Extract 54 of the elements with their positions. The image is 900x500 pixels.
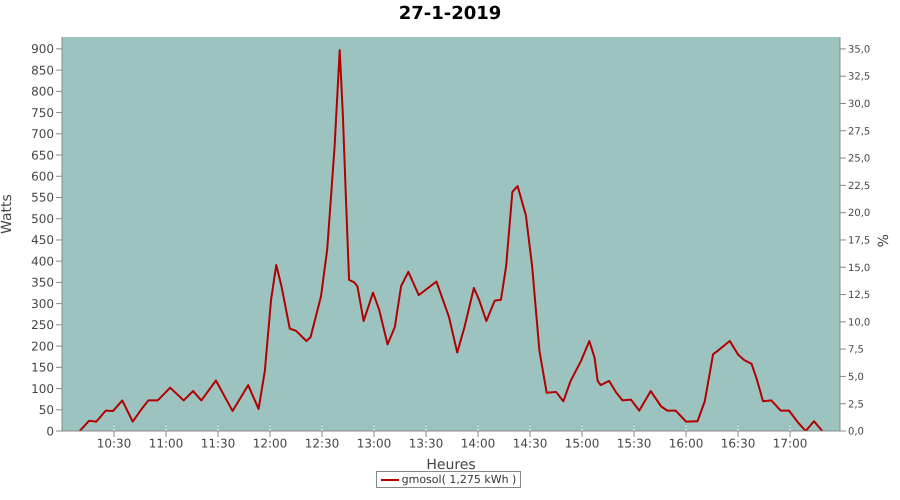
x-tick-label: 12:30 (304, 436, 340, 451)
x-tick-label: 10:30 (96, 436, 132, 451)
y-tick-label: 450 (31, 233, 54, 248)
x-tick-label: 16:00 (668, 436, 704, 451)
y2-tick-label: 17,5 (848, 236, 870, 246)
y2-tick-label: 27,5 (848, 126, 870, 138)
y2-tick-label: 12,5 (848, 290, 870, 302)
y-tick-label: 350 (31, 276, 54, 290)
y2-tick-label: 20,0 (848, 208, 870, 220)
y-tick-label: 800 (31, 84, 54, 99)
x-axis-title: Heures (426, 457, 476, 473)
y2-tick-label: 2,5 (848, 399, 864, 410)
y2-tick-label: 5,0 (848, 372, 864, 383)
legend-label: gmosol( 1,275 kWh ) (402, 473, 516, 486)
y-tick-label: 100 (31, 382, 54, 396)
y-tick-label: 50 (38, 403, 54, 418)
chart-title: 27-1-2019 (398, 3, 502, 24)
y-tick-label: 150 (31, 360, 54, 375)
y2-tick-label: 35,0 (848, 44, 870, 56)
y-axis-title: Watts (0, 194, 15, 234)
x-tick-label: 15:30 (616, 436, 652, 451)
y-tick-label: 700 (31, 127, 54, 142)
y2-tick-label: 7,5 (848, 344, 864, 356)
y2-axis-title: % (876, 234, 892, 248)
x-tick-label: 16:30 (720, 436, 756, 451)
x-tick-label: 13:00 (356, 436, 392, 451)
y2-tick-label: 0,0 (848, 426, 864, 438)
x-tick-label: 17:00 (772, 436, 808, 451)
y-tick-label: 500 (31, 212, 54, 226)
y-tick-label: 300 (31, 296, 54, 311)
y2-tick-label: 30,0 (848, 99, 870, 110)
x-tick-label: 12:00 (252, 436, 288, 451)
y2-tick-label: 10,0 (848, 317, 870, 328)
line-series (78, 49, 824, 431)
y-tick-label: 550 (31, 190, 54, 205)
y-tick-label: 650 (31, 148, 54, 162)
y-tick-label: 250 (31, 318, 54, 332)
x-tick-label: 11:00 (148, 436, 184, 451)
y-tick-label: 850 (31, 63, 54, 78)
y-tick-label: 400 (31, 254, 54, 268)
y-tick-label: 900 (31, 42, 54, 56)
y-tick-label: 0 (46, 424, 54, 438)
y2-tick-label: 15,0 (848, 262, 870, 274)
x-tick-label: 15:00 (564, 436, 600, 451)
y-tick-label: 600 (31, 170, 54, 184)
x-tick-label: 11:30 (200, 436, 236, 451)
x-tick-label: 14:00 (460, 436, 496, 451)
x-tick-label: 13:30 (408, 436, 444, 451)
x-tick-label: 14:30 (512, 436, 548, 451)
y-tick-label: 200 (31, 339, 54, 354)
y2-tick-label: 25,0 (848, 154, 870, 165)
y-tick-label: 750 (31, 106, 54, 120)
y2-tick-label: 32,5 (848, 72, 870, 83)
y2-tick-label: 22,5 (848, 180, 870, 192)
